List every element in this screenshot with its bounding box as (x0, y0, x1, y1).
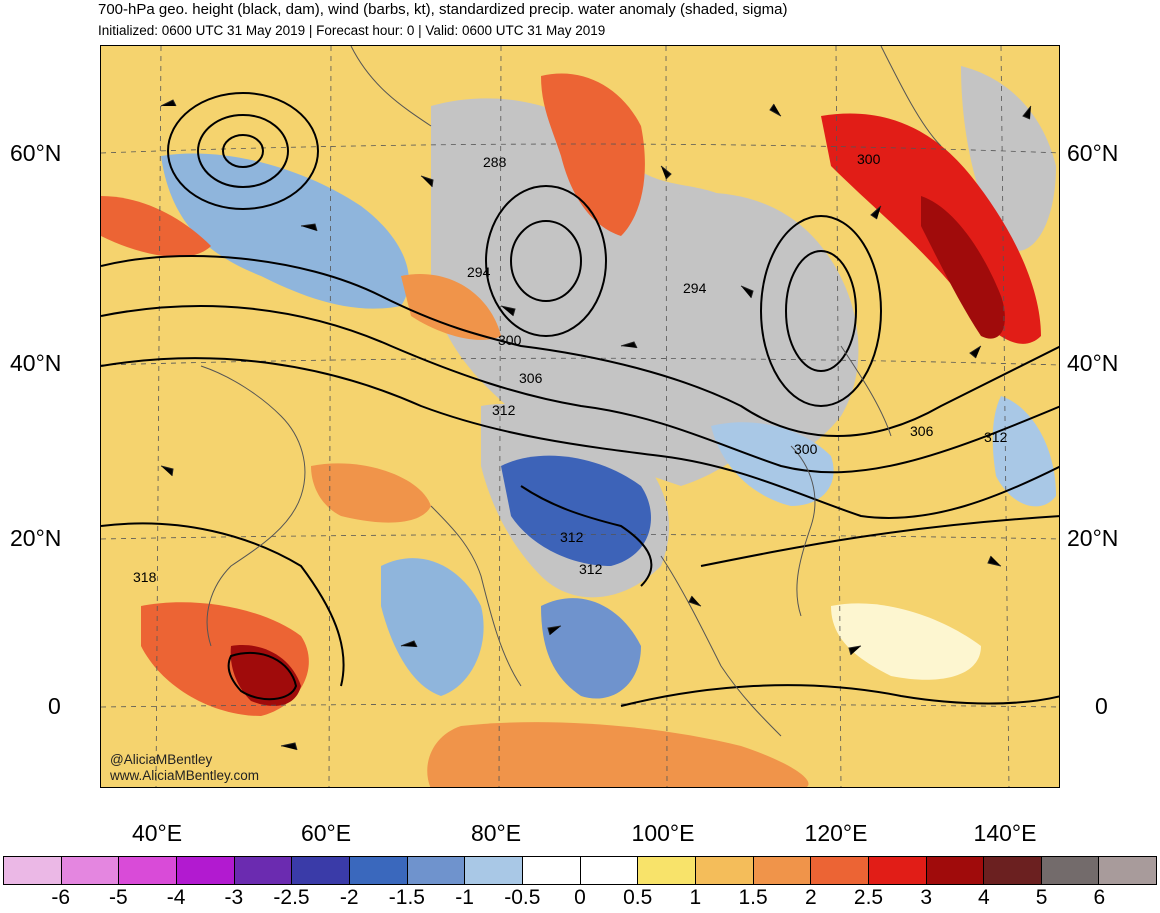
credit-website: www.AliciaMBentley.com (110, 768, 260, 783)
lon-label-140e: 140°E (973, 820, 1037, 846)
colorbar-label: -1 (455, 886, 474, 909)
colorbar-label: -5 (109, 886, 128, 909)
lat-label-60n-right: 60°N (1067, 140, 1119, 166)
contour-label-312a: 312 (492, 402, 516, 418)
contour-label-294a: 294 (467, 264, 491, 280)
colorbar-label: 4 (978, 886, 990, 909)
shade-blue-bay (541, 598, 641, 699)
shade-blue-china (711, 422, 834, 506)
colorbar-label: 2 (804, 886, 817, 909)
colorbar-segment (522, 857, 581, 884)
lon-label-40e: 40°E (131, 820, 183, 846)
contour-label-306b: 306 (910, 423, 934, 439)
contour-label-306a: 306 (519, 370, 543, 386)
colorbar-segment (176, 857, 235, 884)
contour-label-312d: 312 (579, 561, 603, 577)
colorbar-label: -2 (339, 886, 359, 909)
colorbar-label: -6 (51, 886, 71, 909)
lat-label-0-left: 0 (48, 693, 61, 719)
contour-label-300b: 300 (498, 332, 522, 348)
coastlines (200, 46, 942, 737)
shade-orange-indian-ocean (427, 722, 809, 787)
shade-blue-europe (161, 153, 409, 309)
lat-label-60n-left: 60°N (10, 140, 62, 166)
shade-red-atlantic (101, 196, 211, 257)
colorbar-label: 1 (689, 886, 702, 909)
colorbar-segment (580, 857, 639, 884)
colorbar-segment (638, 857, 696, 884)
contour-label-288: 288 (483, 154, 507, 170)
colorbar-label: -4 (166, 886, 186, 909)
colorbar-segment (61, 857, 120, 884)
colorbar-segment (984, 857, 1042, 884)
map-panel: 288 294 294 300 300 300 306 306 312 312 … (100, 45, 1060, 788)
contour-labels: 288 294 294 300 300 300 306 306 312 312 … (133, 151, 1008, 585)
colorbar-segment (695, 857, 754, 884)
colorbar-segment (465, 857, 523, 884)
shade-gray-east (661, 192, 859, 466)
colorbar-label: -2.5 (273, 886, 310, 909)
colorbar-label: -1.5 (388, 886, 425, 909)
lat-label-40n-right: 40°N (1067, 350, 1119, 376)
colorbar-segment (119, 857, 177, 884)
lat-label-20n-right: 20°N (1067, 525, 1119, 551)
map-title: 700-hPa geo. height (black, dam), wind (… (98, 1, 788, 18)
shade-white-pacific (831, 603, 981, 680)
colorbar-label: 5 (1035, 886, 1048, 909)
colorbar-segment (292, 857, 350, 884)
lat-label-20n-left: 20°N (10, 525, 62, 551)
colorbar-segment (811, 857, 869, 884)
colorbar-label: 1.5 (738, 886, 768, 909)
colorbar-segment (234, 857, 293, 884)
colorbar-segment (926, 857, 985, 884)
wind-barbs (160, 99, 1032, 751)
contour-label-312c: 312 (560, 529, 584, 545)
shade-red-siberia (541, 73, 645, 236)
colorbar-segment (4, 857, 62, 884)
colorbar-label: 2.5 (853, 886, 884, 909)
lon-label-120e: 120°E (804, 820, 868, 846)
contour-label-318: 318 (133, 569, 157, 585)
weather-map-svg: 288 294 294 300 300 300 306 306 312 312 … (101, 46, 1059, 787)
colorbar-label: -0.5 (504, 886, 541, 909)
shade-orange-iran (311, 463, 431, 523)
map-subtitle: Initialized: 0600 UTC 31 May 2019 | Fore… (98, 23, 606, 38)
colorbar-segment (407, 857, 466, 884)
lat-label-40n-left: 40°N (10, 350, 62, 376)
colorbar-label: 0.5 (623, 886, 653, 909)
shade-orange-kazakh (401, 274, 501, 340)
height-contours (101, 92, 1059, 707)
colorbar-segment (1041, 857, 1100, 884)
contour-label-312b: 312 (984, 429, 1008, 445)
contour-label-300c: 300 (794, 441, 818, 457)
shade-darkred-okhotsk (921, 196, 1005, 339)
shade-blue-pacific (992, 396, 1056, 507)
author-credit: @AliciaMBentley www.AliciaMBentley.com (110, 752, 259, 784)
lon-label-60e: 60°E (300, 820, 352, 846)
colorbar (3, 856, 1157, 885)
colorbar-segment (868, 857, 927, 884)
colorbar-segment (753, 857, 812, 884)
lon-label-100e: 100°E (631, 820, 695, 846)
colorbar-label: -3 (224, 886, 244, 909)
shade-darkred-somalia (230, 645, 301, 706)
colorbar-segment (1099, 857, 1157, 884)
lat-label-0-right: 0 (1095, 693, 1108, 719)
contour-label-300a: 300 (857, 151, 881, 167)
contour-label-294b: 294 (683, 280, 707, 296)
colorbar-label: 6 (1093, 886, 1106, 909)
shade-blue-india (381, 558, 484, 696)
lon-label-80e: 80°E (470, 820, 522, 846)
credit-handle: @AliciaMBentley (110, 752, 213, 767)
colorbar-label: 3 (920, 886, 933, 909)
shade-blue-tibet-dark (501, 455, 651, 566)
colorbar-segment (349, 857, 408, 884)
colorbar-label: 0 (574, 886, 586, 909)
